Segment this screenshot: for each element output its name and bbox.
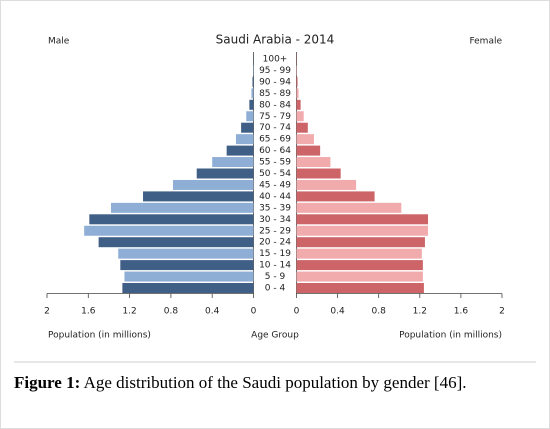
female-bar [296, 168, 341, 179]
male-bar [143, 191, 254, 202]
female-bar [296, 76, 298, 87]
x-tick-label: 2 [499, 307, 505, 317]
age-label: 55 - 59 [259, 158, 291, 168]
male-bar [235, 134, 254, 145]
center-axis-label: Age Group [251, 331, 299, 341]
x-tick-label: 0 [294, 307, 300, 317]
age-label: 25 - 29 [259, 226, 291, 236]
x-tick-label: 0 [251, 307, 257, 317]
female-bar [296, 99, 301, 110]
female-bar [296, 191, 375, 202]
age-label: 50 - 54 [259, 169, 291, 179]
age-label: 100+ [263, 55, 288, 65]
female-bar [296, 283, 424, 293]
x-tick-label: 0.4 [205, 307, 220, 317]
male-bar [251, 88, 254, 99]
age-label: 60 - 64 [259, 146, 291, 156]
male-bar [84, 225, 254, 236]
x-tick-label: 2 [44, 307, 50, 317]
age-label: 95 - 99 [259, 66, 291, 76]
age-label: 15 - 19 [259, 249, 291, 259]
female-bar [296, 111, 304, 122]
female-bar [296, 202, 402, 213]
male-bar [122, 283, 254, 293]
female-bar [296, 248, 422, 259]
male-bar [118, 248, 254, 259]
female-bar [296, 134, 314, 145]
female-bar [296, 157, 331, 168]
x-tick-label: 0.8 [164, 307, 179, 317]
female-bar [296, 225, 429, 236]
age-label: 20 - 24 [259, 238, 291, 248]
male-bar [249, 99, 254, 110]
male-bar [241, 122, 254, 133]
female-bar [296, 145, 321, 156]
caption: Figure 1: Age distribution of the Saudi … [14, 373, 467, 392]
male-bar [172, 179, 254, 190]
caption-label: Figure 1: [14, 373, 80, 392]
male-bar [98, 237, 254, 248]
age-label: 30 - 34 [259, 215, 291, 225]
male-bar [252, 76, 254, 87]
male-bar [120, 260, 254, 271]
age-label: 45 - 49 [259, 180, 291, 190]
age-label: 70 - 74 [259, 123, 291, 133]
male-bar [226, 145, 254, 156]
female-bar [296, 260, 423, 271]
age-label: 90 - 94 [259, 77, 291, 87]
female-label: Female [469, 37, 502, 47]
male-label: Male [48, 37, 70, 47]
female-bar [296, 214, 429, 225]
caption-text: Age distribution of the Saudi population… [84, 373, 467, 392]
male-bar [89, 214, 254, 225]
x-tick-label: 0.8 [372, 307, 387, 317]
x-axis-label: Population (in millions) [399, 331, 502, 341]
male-bar [212, 157, 254, 168]
male-bar [111, 202, 254, 213]
female-bar [296, 271, 423, 282]
age-label: 10 - 14 [259, 261, 291, 271]
x-tick-label: 1.2 [413, 307, 427, 317]
x-axis-label: Population (in millions) [48, 331, 151, 341]
male-bar [124, 271, 254, 282]
age-label: 35 - 39 [259, 203, 291, 213]
chart-title: Saudi Arabia - 2014 [216, 33, 335, 47]
male-bar [252, 65, 254, 76]
x-tick-label: 1.6 [454, 307, 469, 317]
female-bar [296, 65, 298, 76]
x-tick-label: 1.6 [81, 307, 96, 317]
age-label: 85 - 89 [259, 89, 291, 99]
male-bar [246, 111, 254, 122]
female-bar [296, 122, 308, 133]
male-bar [196, 168, 254, 179]
female-bar [296, 179, 357, 190]
age-label: 40 - 44 [259, 192, 291, 202]
age-label: 80 - 84 [259, 100, 291, 110]
age-label: 65 - 69 [259, 135, 291, 145]
female-bar [296, 237, 425, 248]
x-tick-label: 1.2 [122, 307, 136, 317]
age-label: 5 - 9 [265, 272, 286, 282]
x-tick-label: 0.4 [330, 307, 345, 317]
female-bar [296, 88, 299, 99]
age-label: 75 - 79 [259, 112, 291, 122]
age-label: 0 - 4 [265, 284, 286, 294]
